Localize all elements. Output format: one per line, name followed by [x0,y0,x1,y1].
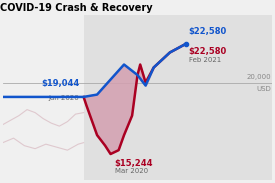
Text: USD: USD [256,86,271,92]
Text: Mar 2020: Mar 2020 [115,168,148,173]
Bar [84,15,272,180]
Text: Jan 2020: Jan 2020 [49,95,79,101]
Text: $15,244: $15,244 [115,158,153,167]
Text: $22,580: $22,580 [189,27,227,36]
Text: 20,000: 20,000 [246,74,271,80]
Text: $19,044: $19,044 [41,79,79,88]
Text: COVID-19 Crash & Recovery: COVID-19 Crash & Recovery [0,3,153,13]
Text: Feb 2021: Feb 2021 [189,57,221,63]
Text: $22,580: $22,580 [189,47,227,56]
